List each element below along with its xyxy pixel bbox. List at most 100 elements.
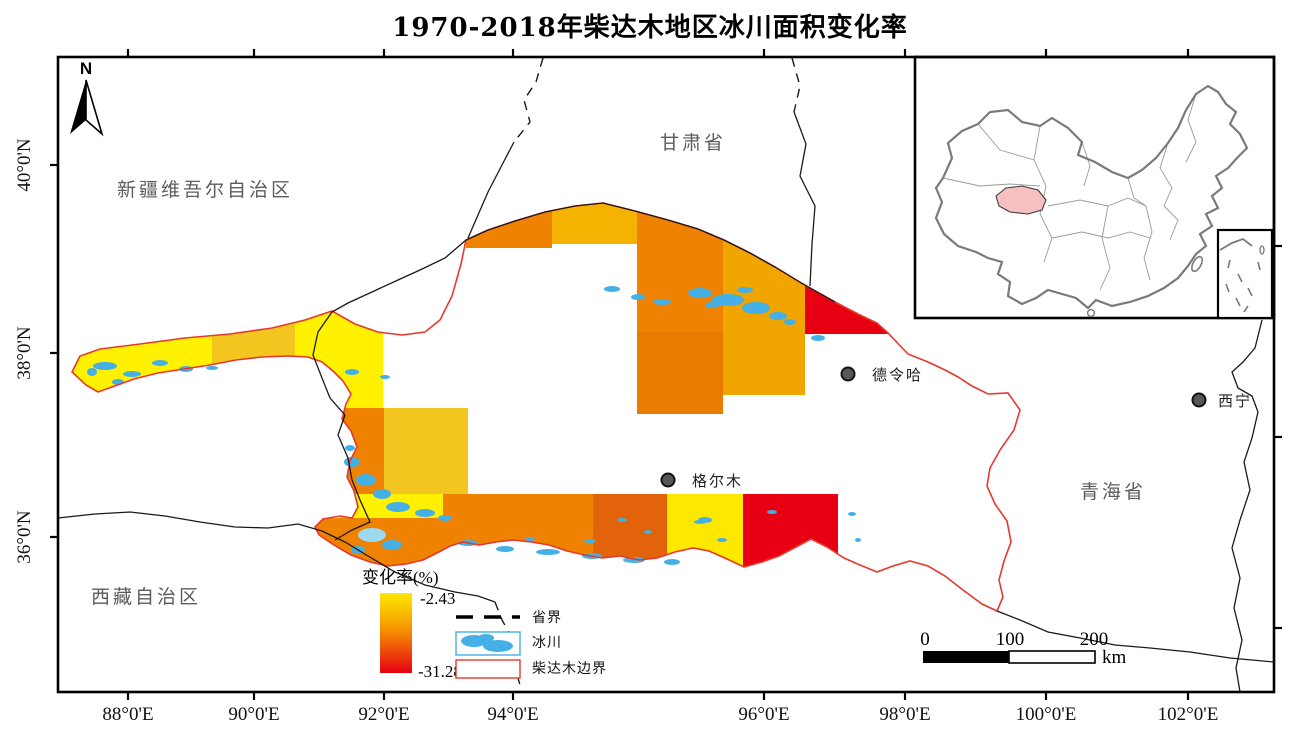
glacier-patch <box>811 335 825 341</box>
glacier-patch <box>742 302 770 314</box>
glacier-patch <box>373 489 391 499</box>
scale-bar: 0 100 200 km <box>920 629 1126 668</box>
glacier-patch <box>737 287 753 293</box>
glacier-patch <box>415 509 435 517</box>
rate-cell <box>593 494 667 586</box>
y-axis-label: 40°0'N <box>14 138 35 192</box>
glacier-patch <box>664 559 680 565</box>
x-axis-label: 92°0'E <box>358 704 409 725</box>
city-label-delingha: 德令哈 <box>872 366 923 384</box>
glacier-patch <box>356 474 376 486</box>
glacier-patch <box>855 538 861 542</box>
rate-cell <box>295 296 383 416</box>
province-label-tibet: 西藏自治区 <box>91 586 201 608</box>
scalebar-white-segment <box>1008 650 1096 664</box>
rate-cell <box>552 203 637 244</box>
x-axis-label: 102°0'E <box>1158 704 1219 725</box>
inset-china-outline <box>934 84 1249 310</box>
rate-cell <box>72 296 212 408</box>
glacier-patch <box>767 510 777 514</box>
glacier-patch <box>345 369 359 375</box>
province-boundaries <box>57 57 1275 693</box>
rate-cell <box>805 268 897 334</box>
x-axis-label: 88°0'E <box>102 704 153 725</box>
province-boundary <box>996 610 1275 663</box>
rate-cell <box>305 518 448 570</box>
province-boundary <box>57 511 496 603</box>
y-axis-label: 36°0'N <box>14 510 35 564</box>
legend-swatch-qaidam-boundary <box>455 659 521 679</box>
north-arrow-right-half <box>85 79 104 137</box>
rate-cell <box>637 332 723 414</box>
glacier-patch <box>688 288 712 298</box>
rate-cell <box>466 203 552 248</box>
glacier-patch <box>848 512 856 516</box>
north-arrow: N <box>70 59 104 137</box>
colorbar-min-label: -31.28 <box>418 662 462 681</box>
rate-cell <box>443 494 593 570</box>
glacier-patch <box>631 294 645 300</box>
glacier-patch <box>496 546 514 552</box>
province-boundary <box>793 111 816 287</box>
glacier-patch <box>536 549 560 555</box>
map-frame <box>56 55 1276 694</box>
glacier-patch <box>438 515 452 521</box>
scalebar-unit: km <box>1102 647 1127 668</box>
qaidam-change-rate-cells <box>72 203 897 586</box>
legend: 变化率(%) -2.43 -31.28 省界 冰川 柴达木边界 <box>362 568 607 681</box>
inset-south-china-sea-box <box>1216 228 1274 320</box>
scalebar-tick-200: 200 <box>1080 629 1109 650</box>
glacier-patch <box>382 540 402 550</box>
rate-cell <box>384 408 468 500</box>
glacier-patch <box>525 537 535 541</box>
colorbar-max-label: -2.43 <box>420 589 455 608</box>
province-boundary <box>1231 319 1263 693</box>
legend-swatch-glacier <box>455 631 521 656</box>
inset-nine-dash-line <box>1225 259 1261 313</box>
glacier-patch <box>717 538 727 542</box>
colorbar-title: 变化率(%) <box>362 568 438 587</box>
y-axis-labels: 40°0'N 38°0'N 36°0'N <box>14 138 35 564</box>
scalebar-tick-0: 0 <box>920 629 930 650</box>
province-label-gansu: 甘肃省 <box>660 132 726 154</box>
x-axis-label: 90°0'E <box>228 704 279 725</box>
glacier-patch <box>345 445 355 451</box>
glacier-patch <box>380 375 390 379</box>
city-marker-golmud <box>660 472 676 488</box>
glacier-patch <box>358 528 386 542</box>
scalebar-black-segment <box>923 651 1009 663</box>
x-axis-label: 98°0'E <box>879 704 930 725</box>
inset-hainan <box>1086 308 1096 318</box>
glacier-patch <box>617 518 627 522</box>
glacier-patch <box>694 520 706 524</box>
x-axis-label: 94°0'E <box>487 704 538 725</box>
inset-taiwan <box>1191 255 1203 273</box>
city-marker-xining <box>1191 392 1207 408</box>
city-label-xining: 西宁 <box>1218 393 1252 410</box>
glacier-patch <box>769 312 787 320</box>
glacier-patch <box>784 319 796 325</box>
x-axis-label: 96°0'E <box>738 704 789 725</box>
y-axis-label: 38°0'N <box>14 326 35 380</box>
north-arrow-label: N <box>80 59 92 78</box>
glacier-patch <box>712 294 744 306</box>
rate-cell <box>637 203 723 332</box>
glacier-patch <box>604 286 620 292</box>
province-boundary-dashed <box>791 57 801 113</box>
city-markers: 德令哈 格尔木 西宁 <box>660 366 1252 490</box>
rate-cell <box>212 296 295 408</box>
china-inset-map <box>913 55 1276 320</box>
legend-label-qaidam-boundary: 柴达木边界 <box>532 661 607 677</box>
legend-label-glacier: 冰川 <box>532 635 562 651</box>
glacier-patch <box>644 530 652 534</box>
province-label-qinghai: 青海省 <box>1080 481 1146 503</box>
x-axis-labels: 88°0'E 90°0'E 92°0'E 94°0'E 96°0'E 98°0'… <box>102 704 1218 725</box>
province-boundary <box>465 202 836 303</box>
province-boundary-dashed <box>513 57 544 143</box>
x-axis-label: 100°0'E <box>1016 704 1077 725</box>
city-marker-delingha <box>840 366 856 382</box>
figure-title: 1970-2018年柴达木地区冰川面积变化率 <box>392 12 908 43</box>
rate-cell <box>743 494 838 582</box>
